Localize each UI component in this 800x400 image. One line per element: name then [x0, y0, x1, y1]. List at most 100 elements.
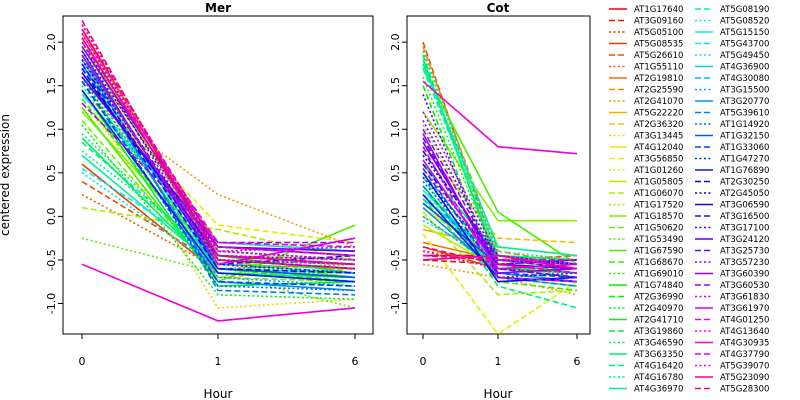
legend-label: AT1G47270: [720, 155, 769, 165]
legend-label: AT3G19860: [634, 327, 683, 337]
legend-label: AT4G12040: [634, 143, 683, 153]
x-axis-mer: 0 1 6: [79, 334, 359, 368]
series-line: [422, 180, 578, 274]
y-tick-label: 0.0: [389, 208, 402, 226]
y-tick-label: 1.0: [45, 121, 58, 139]
series-line: [422, 50, 578, 261]
panel-title-mer: Mer: [205, 1, 231, 15]
series-line: [422, 146, 578, 244]
legend-label: AT4G30935: [720, 339, 769, 349]
legend-label: AT1G53490: [634, 235, 683, 245]
legend-label: AT4G36970: [634, 385, 683, 395]
legend-label: AT3G61830: [720, 293, 769, 303]
legend-label: AT5G39610: [720, 109, 769, 119]
series-group-mer: [81, 20, 356, 322]
y-tick-label: 0.5: [389, 164, 402, 182]
y-tick-label: -0.5: [45, 249, 58, 270]
series-line: [81, 102, 355, 244]
plot-box-cot: [406, 15, 591, 335]
series-line: [81, 59, 356, 266]
legend-label: AT2G30250: [720, 178, 769, 188]
series-line: [422, 246, 578, 274]
legend-label: AT5G08190: [720, 5, 769, 15]
panel-cot: Cot -1.0 -0.5 0.0 0.5 1.0 1.5 2.0 0 1 6 Hour: [389, 1, 591, 400]
y-tick-label: -1.0: [389, 293, 402, 314]
legend-label: AT2G41070: [634, 97, 683, 107]
legend-label: AT3G17100: [720, 224, 769, 234]
series-line: [81, 37, 356, 270]
x-tick-label: 1: [215, 355, 222, 368]
series-line: [81, 150, 356, 261]
y-tick-label: -0.5: [389, 249, 402, 270]
legend-label: AT2G36320: [634, 120, 683, 130]
y-tick-label: 0.5: [45, 164, 58, 182]
series-line: [422, 172, 578, 283]
x-tick-label: 0: [420, 355, 427, 368]
series-line: [81, 50, 356, 279]
legend-label: AT2G25590: [634, 86, 683, 96]
legend-label: AT4G16420: [634, 362, 683, 372]
series-line: [81, 20, 356, 270]
legend-label: AT4G30080: [720, 74, 769, 84]
legend-label: AT3G13445: [634, 132, 683, 142]
series-line: [422, 254, 577, 261]
legend-label: AT1G01260: [634, 166, 683, 176]
series-line: [81, 67, 356, 274]
y-axis-mer: -1.0 -0.5 0.0 0.5 1.0 1.5 2.0: [45, 33, 63, 314]
y-tick-label: 2.0: [389, 33, 402, 51]
y-axis-title: centered expression: [0, 114, 12, 236]
legend-label: AT3G20770: [720, 97, 769, 107]
legend-label: AT3G56850: [634, 155, 683, 165]
legend-label: AT1G67590: [634, 247, 683, 257]
legend-label: AT3G09160: [634, 17, 683, 27]
x-axis-title-cot: Hour: [484, 387, 513, 400]
series-line: [81, 24, 356, 261]
y-axis-cot: -1.0 -0.5 0.0 0.5 1.0 1.5 2.0: [389, 33, 407, 314]
series-line: [81, 263, 356, 322]
series-line: [81, 37, 356, 266]
legend-label: AT1G55110: [634, 63, 683, 73]
legend-label: AT5G23090: [720, 373, 769, 383]
x-axis-title-mer: Hour: [204, 387, 233, 400]
legend-label: AT1G14920: [720, 120, 769, 130]
x-tick-label: 0: [79, 355, 86, 368]
series-line: [81, 206, 356, 261]
series-group-cot: [422, 41, 578, 334]
y-tick-label: -1.0: [45, 293, 58, 314]
series-line: [422, 250, 578, 270]
legend-label: AT3G06590: [720, 201, 769, 211]
series-line: [422, 63, 578, 261]
legend-label: AT4G01250: [720, 316, 769, 326]
legend-label: AT4G36900: [720, 63, 769, 73]
legend-label: AT5G43700: [720, 40, 769, 50]
legend-label: AT1G32150: [720, 132, 769, 142]
series-line: [422, 254, 578, 270]
y-tick-label: 1.5: [389, 77, 402, 95]
y-tick-label: 1.5: [45, 77, 58, 95]
legend-label: AT5G15150: [720, 28, 769, 38]
legend-label: AT1G17640: [634, 5, 683, 15]
legend: AT1G17640AT3G09160AT5G05100AT5G08535AT5G…: [609, 5, 769, 395]
series-line: [81, 119, 356, 283]
series-line: [81, 89, 356, 309]
series-line: [81, 76, 356, 292]
series-line: [81, 54, 356, 252]
legend-label: AT2G41710: [634, 316, 683, 326]
x-tick-label: 6: [574, 355, 581, 368]
legend-label: AT1G33060: [720, 143, 769, 153]
x-axis-cot: 0 1 6: [420, 334, 581, 368]
series-line: [422, 54, 577, 270]
legend-label: AT1G06070: [634, 189, 683, 199]
legend-label: AT5G49450: [720, 51, 769, 61]
series-line: [422, 85, 578, 287]
y-tick-label: 2.0: [45, 33, 58, 51]
legend-label: AT2G19810: [634, 74, 683, 84]
x-tick-label: 6: [352, 355, 359, 368]
legend-label: AT3G25730: [720, 247, 769, 257]
series-line: [422, 80, 578, 155]
legend-label: AT1G18570: [634, 212, 683, 222]
series-line: [81, 85, 356, 279]
legend-label: AT2G36990: [634, 293, 683, 303]
series-line: [81, 41, 356, 274]
